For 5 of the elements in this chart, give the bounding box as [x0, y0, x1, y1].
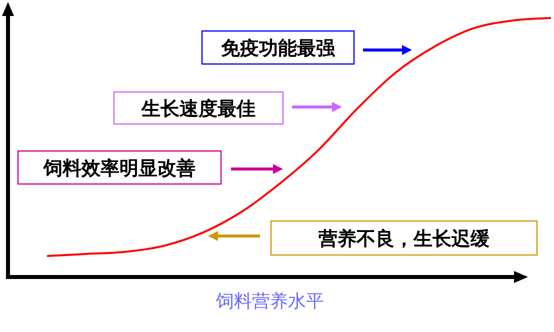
annotation: 营养不良，生长迟缓 [318, 228, 490, 250]
annotation: 免疫功能最强 [220, 38, 336, 60]
annotation: 饲料效率明显改善 [42, 158, 196, 180]
x-axis-title: 饲料营养水平 [215, 291, 324, 312]
annotation: 生长速度最佳 [140, 98, 256, 120]
